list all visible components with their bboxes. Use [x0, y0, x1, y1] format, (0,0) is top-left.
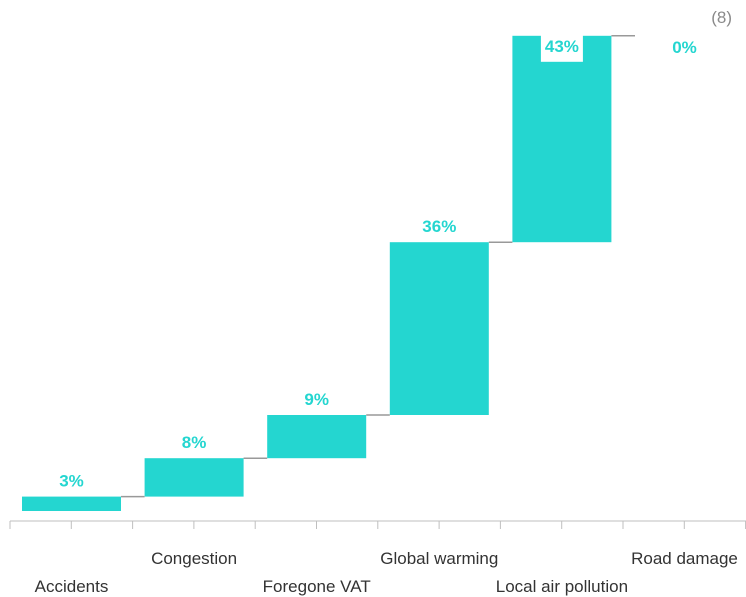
category-label: Congestion: [151, 549, 237, 568]
corner-label: (8): [711, 8, 732, 27]
category-label: Road damage: [631, 549, 738, 568]
category-label: Foregone VAT: [263, 577, 371, 596]
category-label: Accidents: [35, 577, 109, 596]
category-label: Global warming: [380, 549, 498, 568]
bar: [267, 415, 367, 459]
data-label: 8%: [182, 433, 207, 452]
bar: [144, 458, 244, 497]
data-label: 3%: [59, 472, 84, 491]
category-label: Local air pollution: [496, 577, 628, 596]
data-label-background: [540, 34, 583, 62]
bar: [22, 496, 121, 511]
data-label: 36%: [422, 217, 456, 236]
bar: [389, 242, 489, 415]
data-label: 0%: [672, 38, 697, 57]
data-label: 9%: [304, 390, 329, 409]
bar: [512, 35, 612, 243]
data-label: 43%: [545, 37, 579, 56]
